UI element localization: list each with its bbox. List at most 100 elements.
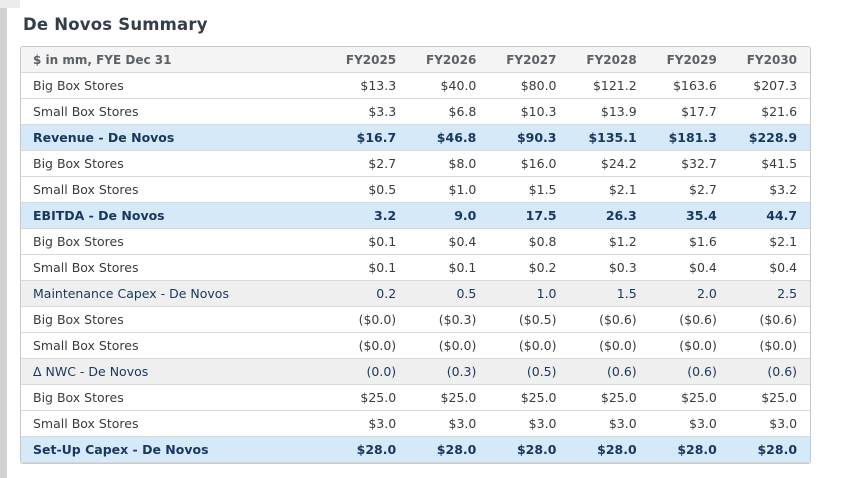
row-value: $0.5 xyxy=(368,182,397,197)
row-value: $207.3 xyxy=(753,78,798,93)
row-value: $41.5 xyxy=(761,156,798,171)
row-value: ($0.0) xyxy=(759,338,798,353)
row-value: $1.2 xyxy=(608,234,637,249)
table-row: Small Box Stores $0.1 $0.1 $0.2 $0.3 $0.4 $0.4 xyxy=(21,255,810,281)
table-header-row: $ in mm, FYE Dec 31 FY2025 FY2026 FY2027 FY… xyxy=(21,47,810,73)
row-value: ($0.6) xyxy=(599,312,637,327)
row-label: Maintenance Capex - De Novos xyxy=(33,286,229,301)
table-row: Big Box Stores $0.1 $0.4 $0.8 $1.2 $1.6 $2.1 xyxy=(21,229,810,255)
row-value: $16.7 xyxy=(356,130,397,145)
row-label: Small Box Stores xyxy=(33,416,139,431)
de-novos-summary-table: $ in mm, FYE Dec 31 FY2025 FY2026 FY2027 FY… xyxy=(20,46,811,464)
row-value: $24.2 xyxy=(600,156,637,171)
row-value: $0.1 xyxy=(368,260,397,275)
row-value: 17.5 xyxy=(525,208,557,223)
row-value: ($0.0) xyxy=(438,338,477,353)
table-row: EBITDA - De Novos 3.2 9.0 17.5 26.3 35.4 44.7 xyxy=(21,203,810,229)
row-value: $121.2 xyxy=(592,78,637,93)
table-row: Revenue - De Novos $16.7 $46.8 $90.3 $135.1 $… xyxy=(21,125,810,151)
row-label: Small Box Stores xyxy=(33,104,139,119)
table-row: Big Box Stores $2.7 $8.0 $16.0 $24.2 $32.7 $41… xyxy=(21,151,810,177)
row-value: $13.9 xyxy=(600,104,637,119)
row-value: 35.4 xyxy=(686,208,717,223)
row-value: 2.5 xyxy=(777,286,798,301)
row-label: Big Box Stores xyxy=(33,78,124,93)
table-unit-label: $ in mm, FYE Dec 31 xyxy=(33,52,172,67)
row-label: Δ NWC - De Novos xyxy=(33,364,149,379)
row-value: $25.0 xyxy=(440,390,477,405)
row-value: $0.2 xyxy=(528,260,557,275)
row-label: Small Box Stores xyxy=(33,182,139,197)
row-value: $3.0 xyxy=(448,416,477,431)
row-value: ($0.6) xyxy=(759,312,798,327)
row-value: ($0.0) xyxy=(679,338,717,353)
row-value: $2.7 xyxy=(689,182,717,197)
row-value: (0.0) xyxy=(366,364,397,379)
table-row: Big Box Stores ($0.0) ($0.3) ($0.5) ($0.6) ($… xyxy=(21,307,810,333)
row-value: ($0.5) xyxy=(518,312,557,327)
row-value: $163.6 xyxy=(673,78,717,93)
row-value: $3.0 xyxy=(528,416,557,431)
row-value: $228.9 xyxy=(748,130,798,145)
row-value: $10.3 xyxy=(520,104,557,119)
row-value: $1.6 xyxy=(689,234,717,249)
table-row: Set-Up Capex - De Novos $28.0 $28.0 $28.0 $2… xyxy=(21,437,810,463)
page-title: De Novos Summary xyxy=(23,15,208,34)
row-value: ($0.3) xyxy=(438,312,477,327)
row-value: 0.2 xyxy=(376,286,397,301)
row-value: $21.6 xyxy=(761,104,798,119)
row-label: Big Box Stores xyxy=(33,156,124,171)
row-value: $28.0 xyxy=(436,442,477,457)
row-value: (0.6) xyxy=(607,364,637,379)
row-value: ($0.0) xyxy=(599,338,637,353)
row-value: $90.3 xyxy=(516,130,557,145)
row-value: $28.0 xyxy=(356,442,397,457)
row-value: $28.0 xyxy=(597,442,637,457)
row-value: $3.0 xyxy=(689,416,717,431)
column-header: FY2029 xyxy=(666,52,717,67)
column-header: FY2026 xyxy=(426,52,477,67)
row-value: $0.3 xyxy=(608,260,637,275)
row-value: $25.0 xyxy=(681,390,717,405)
row-value: (0.5) xyxy=(526,364,557,379)
table-row: Small Box Stores $0.5 $1.0 $1.5 $2.1 $2.7 $3.2 xyxy=(21,177,810,203)
table-row: Small Box Stores $3.0 $3.0 $3.0 $3.0 $3.0 $3.0 xyxy=(21,411,810,437)
table-row: Small Box Stores $3.3 $6.8 $10.3 $13.9 $17.7 $… xyxy=(21,99,810,125)
row-value: 1.5 xyxy=(616,286,637,301)
table-row: Big Box Stores $13.3 $40.0 $80.0 $121.2 $163.… xyxy=(21,73,810,99)
row-value: (0.6) xyxy=(767,364,798,379)
page-edge-top xyxy=(0,0,20,8)
row-value: 0.5 xyxy=(456,286,477,301)
row-value: ($0.0) xyxy=(518,338,557,353)
table-row: Big Box Stores $25.0 $25.0 $25.0 $25.0 $25.0 $… xyxy=(21,385,810,411)
row-value: $1.5 xyxy=(528,182,557,197)
row-value: $2.7 xyxy=(368,156,397,171)
row-value: $0.4 xyxy=(689,260,717,275)
row-value: 2.0 xyxy=(696,286,717,301)
row-value: $2.1 xyxy=(769,234,798,249)
row-label: Big Box Stores xyxy=(33,234,124,249)
table-row: Δ NWC - De Novos (0.0) (0.3) (0.5) (0.6) (0.6… xyxy=(21,359,810,385)
row-value: $25.0 xyxy=(761,390,798,405)
row-value: $25.0 xyxy=(360,390,397,405)
row-value: ($0.0) xyxy=(358,312,397,327)
row-value: 26.3 xyxy=(605,208,637,223)
row-value: $40.0 xyxy=(440,78,477,93)
row-value: 9.0 xyxy=(454,208,477,223)
row-label: Small Box Stores xyxy=(33,338,139,353)
page-edge-strip xyxy=(0,8,7,478)
column-header: FY2028 xyxy=(586,52,637,67)
row-value: 44.7 xyxy=(766,208,798,223)
row-label: Set-Up Capex - De Novos xyxy=(33,442,209,457)
row-value: $13.3 xyxy=(360,78,397,93)
row-value: $8.0 xyxy=(448,156,477,171)
column-header: FY2027 xyxy=(506,52,557,67)
row-value: $1.0 xyxy=(448,182,477,197)
row-value: $0.4 xyxy=(448,234,477,249)
row-value: (0.3) xyxy=(446,364,477,379)
row-value: ($0.0) xyxy=(358,338,397,353)
row-value: 1.0 xyxy=(536,286,557,301)
row-value: $28.0 xyxy=(677,442,717,457)
row-value: $3.0 xyxy=(769,416,798,431)
row-value: $0.1 xyxy=(448,260,477,275)
